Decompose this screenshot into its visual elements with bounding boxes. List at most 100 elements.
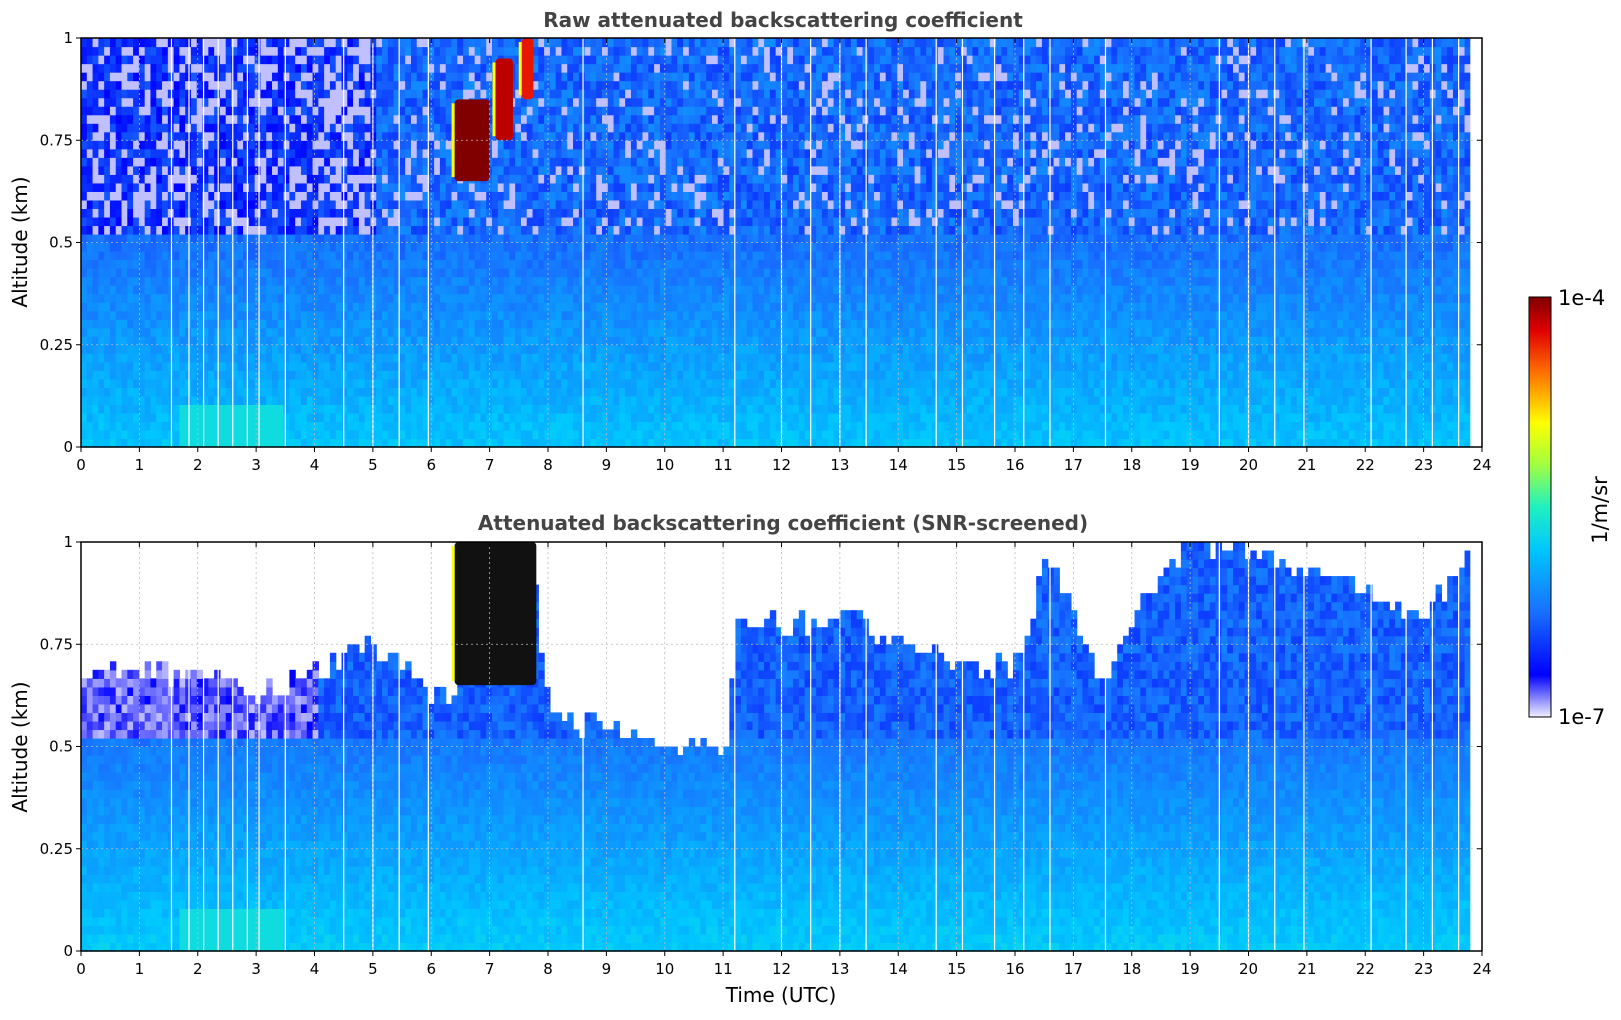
heatmap-cell xyxy=(642,148,649,158)
heatmap-cell xyxy=(642,80,649,90)
heatmap-cell xyxy=(225,387,233,397)
heatmap-cell xyxy=(382,46,389,56)
heatmap-cell xyxy=(636,97,644,107)
heatmap-cell xyxy=(214,191,221,201)
heatmap-cell xyxy=(457,63,464,73)
heatmap-cell xyxy=(260,140,267,150)
heatmap-cell xyxy=(306,233,314,244)
heatmap-cell xyxy=(289,429,296,440)
heatmap-cell xyxy=(422,310,429,320)
heatmap-cell xyxy=(370,268,377,278)
heatmap-cell xyxy=(648,174,655,184)
heatmap-cell xyxy=(248,285,256,295)
heatmap-cell xyxy=(225,225,233,235)
heatmap-cell xyxy=(138,285,146,295)
heatmap-cell xyxy=(358,251,366,261)
heatmap-cell xyxy=(196,157,204,167)
heatmap-cell xyxy=(602,216,609,227)
heatmap-cell xyxy=(104,38,111,48)
heatmap-cell xyxy=(243,46,250,56)
heatmap-cell xyxy=(109,353,117,363)
heatmap-cell xyxy=(434,353,441,363)
heatmap-cell xyxy=(376,353,383,363)
heatmap-cell xyxy=(289,157,296,167)
heatmap-cell xyxy=(596,89,603,99)
heatmap-cell xyxy=(526,429,534,440)
heatmap-cell xyxy=(625,387,632,397)
heatmap-cell xyxy=(607,438,615,448)
heatmap-cell xyxy=(410,285,418,295)
heatmap-cell xyxy=(104,438,111,448)
heatmap-cell xyxy=(127,361,134,371)
heatmap-cell xyxy=(434,225,441,235)
heatmap-cell xyxy=(324,72,331,82)
heatmap-cell xyxy=(590,148,597,158)
heatmap-cell xyxy=(416,157,424,167)
heatmap-cell xyxy=(567,97,574,107)
heatmap-cell xyxy=(405,216,412,227)
heatmap-cell xyxy=(347,429,354,440)
heatmap-cell xyxy=(602,361,609,371)
heatmap-cell xyxy=(474,182,482,192)
heatmap-cell xyxy=(109,106,117,116)
heatmap-cell xyxy=(219,293,227,303)
heatmap-cell xyxy=(393,114,400,124)
heatmap-cell xyxy=(619,114,626,124)
heatmap-cell xyxy=(243,429,250,440)
heatmap-cell xyxy=(625,370,632,380)
heatmap-cell xyxy=(567,412,574,423)
heatmap-cell xyxy=(561,293,568,303)
heatmap-cell xyxy=(156,38,163,48)
heatmap-cell xyxy=(237,216,244,227)
heatmap-cell xyxy=(422,336,429,346)
heatmap-cell xyxy=(642,336,649,346)
heatmap-cell xyxy=(607,310,615,320)
heatmap-cell xyxy=(173,429,181,440)
heatmap-cell xyxy=(596,106,603,116)
heatmap-cell xyxy=(272,412,279,423)
heatmap-cell xyxy=(445,106,453,116)
heatmap-cell xyxy=(671,293,678,303)
heatmap-cell xyxy=(376,268,383,278)
heatmap-cell xyxy=(121,310,128,320)
heatmap-cell xyxy=(445,404,453,414)
heatmap-cell xyxy=(370,140,377,150)
heatmap-cell xyxy=(115,182,123,192)
heatmap-cell xyxy=(636,38,644,48)
heatmap-cell xyxy=(451,38,458,48)
heatmap-cell xyxy=(196,106,204,116)
heatmap-cell xyxy=(341,412,348,423)
heatmap-cell xyxy=(387,55,395,65)
heatmap-cell xyxy=(463,63,470,73)
heatmap-cell xyxy=(243,353,250,363)
heatmap-cell xyxy=(353,72,360,82)
heatmap-cell xyxy=(254,310,262,320)
heatmap-cell xyxy=(526,310,534,320)
heatmap-cell xyxy=(81,233,88,244)
heatmap-cell xyxy=(231,46,238,56)
heatmap-cell xyxy=(202,46,209,56)
heatmap-cell xyxy=(341,140,348,150)
heatmap-cell xyxy=(353,319,360,329)
heatmap-cell xyxy=(121,327,128,337)
heatmap-cell xyxy=(642,387,649,397)
heatmap-cell xyxy=(376,89,383,99)
heatmap-cell xyxy=(237,38,244,48)
heatmap-cell xyxy=(497,157,505,167)
heatmap-cell xyxy=(306,421,314,431)
heatmap-cell xyxy=(324,412,331,423)
heatmap-cell xyxy=(138,268,146,278)
heatmap-cell xyxy=(492,38,499,48)
heatmap-cell xyxy=(549,319,557,329)
heatmap-cell xyxy=(602,114,609,124)
heatmap-cell xyxy=(208,165,215,175)
heatmap-cell xyxy=(451,302,458,312)
heatmap-cell xyxy=(127,72,134,82)
heatmap-cell xyxy=(474,276,482,286)
heatmap-cell xyxy=(573,38,580,48)
heatmap-cell xyxy=(602,165,609,175)
heatmap-cell xyxy=(266,174,273,184)
heatmap-cell xyxy=(677,89,684,99)
heatmap-cell xyxy=(648,370,655,380)
heatmap-cell xyxy=(127,395,134,405)
